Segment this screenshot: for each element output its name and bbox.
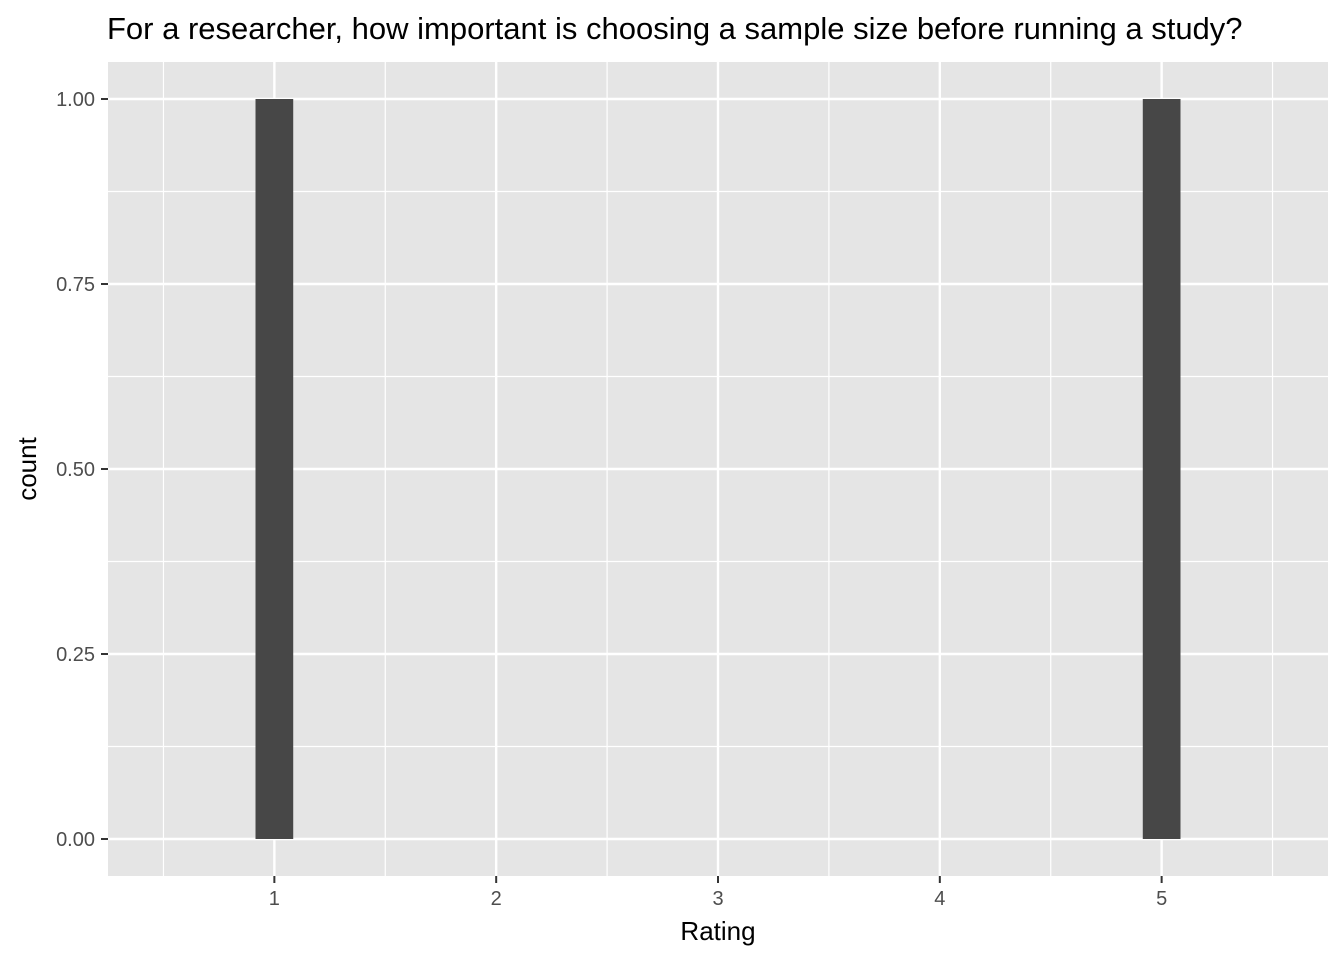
chart-title: For a researcher, how important is choos…: [107, 11, 1243, 46]
x-tick-label: 2: [491, 888, 502, 910]
x-axis: 1 2 3 4 5: [269, 876, 1167, 910]
bars: [255, 99, 1181, 839]
x-tick-label: 3: [712, 888, 723, 910]
x-axis-title: Rating: [680, 916, 755, 946]
y-tick-label: 0.00: [56, 829, 95, 851]
y-axis-title: count: [12, 436, 42, 500]
y-axis: 0.00 0.25 0.50 0.75 1.00: [56, 89, 108, 851]
y-tick-label: 0.75: [56, 274, 95, 296]
x-tick-label: 5: [1156, 888, 1167, 910]
bar-rating-1: [255, 99, 294, 839]
y-tick-label: 1.00: [56, 89, 95, 111]
x-tick-label: 1: [269, 888, 280, 910]
bar-rating-5: [1142, 99, 1181, 839]
y-tick-label: 0.25: [56, 644, 95, 666]
y-tick-label: 0.50: [56, 459, 95, 481]
x-tick-label: 4: [934, 888, 945, 910]
